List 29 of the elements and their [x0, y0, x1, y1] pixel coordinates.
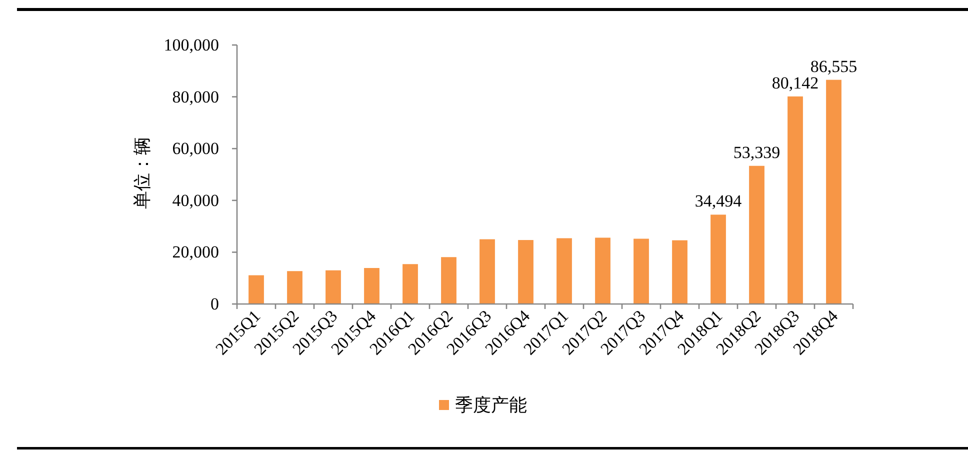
- y-tick-label: 40,000: [172, 190, 219, 210]
- y-tick-label: 0: [210, 294, 219, 314]
- bar: [287, 271, 302, 304]
- data-label: 34,494: [694, 192, 742, 211]
- bar: [364, 268, 380, 304]
- bar: [480, 239, 495, 304]
- bar: [826, 80, 842, 304]
- bar: [326, 270, 341, 304]
- bar: [749, 166, 764, 304]
- y-tick-label: 20,000: [172, 242, 219, 262]
- legend: 季度产能: [439, 395, 527, 415]
- data-label: 80,142: [772, 73, 819, 92]
- bar: [595, 238, 610, 304]
- bar: [518, 240, 534, 304]
- y-tick-label: 100,000: [164, 36, 219, 54]
- bar: [402, 264, 418, 304]
- y-axis-title: 单位：辆: [132, 137, 152, 209]
- bar: [441, 257, 456, 304]
- data-label: 53,339: [733, 142, 780, 162]
- bar: [248, 275, 264, 304]
- y-tick-label: 80,000: [172, 87, 219, 106]
- bar: [556, 238, 572, 304]
- bar: [634, 238, 649, 304]
- legend-label: 季度产能: [455, 395, 527, 415]
- bar: [672, 240, 688, 304]
- data-label: 86,555: [810, 56, 858, 76]
- y-tick-label: 60,000: [172, 139, 219, 158]
- bar: [788, 96, 803, 304]
- bar: [710, 214, 726, 304]
